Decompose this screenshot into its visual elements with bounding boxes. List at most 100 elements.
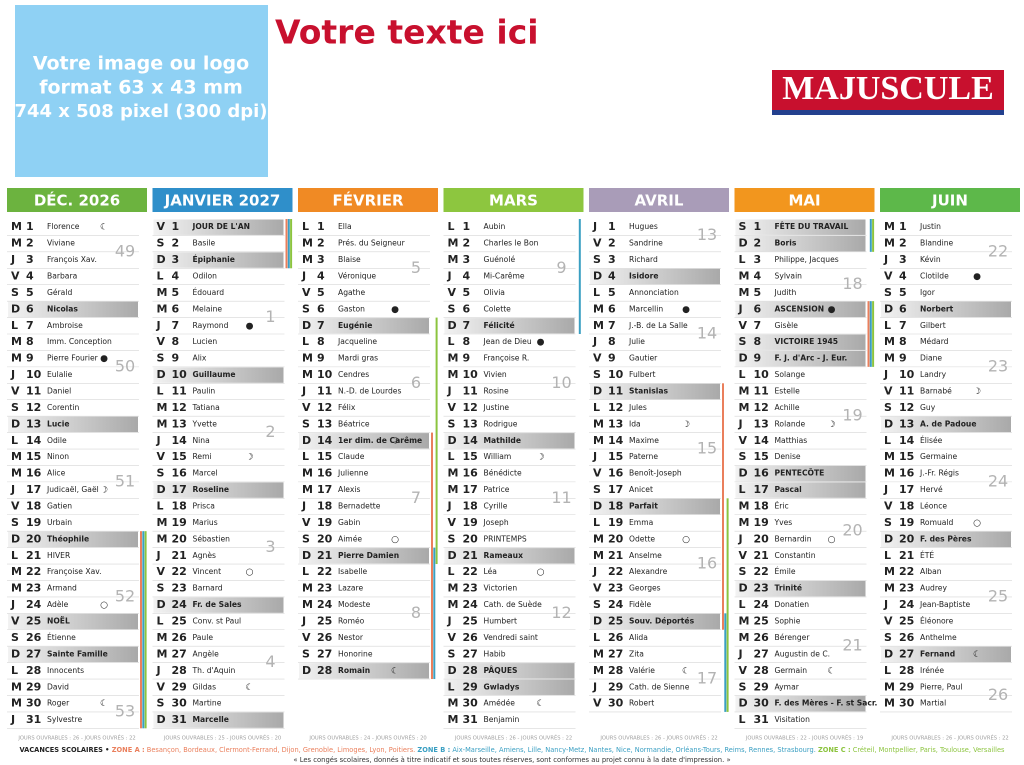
- saint-name: Sébastien: [193, 534, 231, 543]
- weekday: M: [302, 582, 313, 595]
- day-number: 10: [463, 368, 479, 381]
- weekday: S: [448, 647, 456, 660]
- day-shade: [444, 433, 575, 449]
- weekday: J: [10, 253, 15, 266]
- weekday: D: [884, 417, 893, 430]
- saint-name: François Xav.: [47, 255, 97, 264]
- saint-name: Romain: [338, 666, 370, 675]
- vacation-bar: [722, 383, 724, 630]
- weekday: J: [10, 483, 15, 496]
- saint-name: Épiphanie: [193, 255, 235, 264]
- weekday: M: [448, 352, 459, 365]
- saint-name: Blaise: [338, 255, 361, 264]
- day-number: 15: [899, 450, 914, 463]
- day-number: 21: [463, 549, 478, 562]
- weekday: L: [884, 664, 891, 677]
- saint-name: Innocents: [47, 666, 84, 675]
- saint-name: Martine: [193, 699, 222, 708]
- day-number: 28: [899, 664, 914, 677]
- day-number: 24: [754, 598, 770, 611]
- weekday: D: [593, 385, 602, 398]
- day-number: 13: [317, 417, 332, 430]
- day-number: 25: [26, 615, 41, 628]
- weekday: S: [448, 532, 456, 545]
- day-number: 17: [26, 483, 41, 496]
- weekday: J: [592, 220, 597, 233]
- saint-name: Sainte Famille: [47, 649, 108, 658]
- saint-name: Roseline: [193, 485, 230, 494]
- saint-name: Nicolas: [47, 304, 78, 313]
- weekday: M: [157, 647, 168, 660]
- weekday: S: [884, 516, 892, 529]
- day-number: 10: [172, 368, 188, 381]
- weekday: S: [302, 647, 310, 660]
- weekday: D: [157, 598, 166, 611]
- day-number: 8: [754, 335, 762, 348]
- saint-name: Germaine: [920, 452, 958, 461]
- weekday: D: [448, 549, 457, 562]
- worked-days: JOURS OUVRABLES : 22 - JOURS OUVRÉS : 19: [745, 734, 863, 742]
- weekday: M: [739, 631, 750, 644]
- weekday: M: [157, 417, 168, 430]
- saint-name: Paterne: [629, 452, 658, 461]
- saint-name: ASCENSION: [775, 304, 825, 313]
- weekday: D: [593, 270, 602, 283]
- week-number: 3: [265, 537, 275, 556]
- day-number: 22: [26, 565, 41, 578]
- weekday: V: [302, 516, 311, 529]
- saint-name: FÊTE DU TRAVAIL: [775, 222, 849, 231]
- day-number: 22: [317, 565, 332, 578]
- day-number: 12: [26, 401, 41, 414]
- day-number: 19: [317, 516, 332, 529]
- day-number: 5: [754, 286, 762, 299]
- weekday: L: [302, 220, 309, 233]
- weekday: S: [157, 352, 165, 365]
- day-number: 25: [608, 615, 623, 628]
- saint-name: Claude: [338, 452, 365, 461]
- saint-name: N.-D. de Lourdes: [338, 387, 401, 396]
- saint-name: Martial: [920, 699, 946, 708]
- weekday: M: [884, 680, 895, 693]
- saint-name: Jean-Baptiste: [919, 600, 971, 609]
- vacation-bar: [287, 219, 290, 269]
- saint-name: Prés. du Seigneur: [338, 239, 406, 248]
- day-shade: [299, 433, 429, 449]
- saint-name: Théophile: [47, 534, 89, 543]
- day-number: 8: [172, 335, 180, 348]
- weekday: V: [302, 401, 311, 414]
- weekday: S: [302, 302, 310, 315]
- weekday: J: [883, 598, 888, 611]
- worked-days: JOURS OUVRABLES : 26 - JOURS OUVRÉS : 22: [599, 734, 717, 742]
- week-number: 17: [697, 669, 717, 688]
- saint-name: Guillaume: [193, 370, 236, 379]
- moon-phase: ☽: [391, 436, 399, 446]
- day-number: 11: [317, 385, 332, 398]
- saint-name: Aymar: [775, 682, 800, 691]
- day-number: 26: [26, 631, 42, 644]
- saint-name: Honorine: [338, 649, 373, 658]
- weekday: S: [884, 286, 892, 299]
- saint-name: Jacqueline: [337, 337, 377, 346]
- weekday: D: [448, 319, 457, 332]
- month-header: [7, 188, 147, 212]
- weekday: M: [11, 680, 22, 693]
- worked-days: JOURS OUVRABLES : 24 - JOURS OUVRÉS : 20: [308, 734, 426, 742]
- vacation-bar: [869, 301, 872, 367]
- weekday: L: [157, 500, 164, 513]
- day-number: 1: [172, 220, 180, 233]
- saint-name: Gatien: [47, 502, 72, 511]
- day-number: 16: [317, 467, 333, 480]
- weekday: M: [11, 467, 22, 480]
- day-number: 1: [463, 220, 471, 233]
- saint-name: F. des Mères - F. st Sacr.: [775, 699, 878, 708]
- day-number: 11: [26, 385, 41, 398]
- weekday: M: [157, 401, 168, 414]
- saint-name: Gautier: [629, 354, 658, 363]
- saint-name: Basile: [193, 239, 216, 248]
- saint-name: HIVER: [47, 551, 71, 560]
- week-number: 50: [115, 356, 135, 375]
- weekday: S: [11, 631, 19, 644]
- saint-name: David: [47, 682, 69, 691]
- moon-phase: ☾: [100, 699, 108, 709]
- saint-name: Françoise R.: [484, 354, 530, 363]
